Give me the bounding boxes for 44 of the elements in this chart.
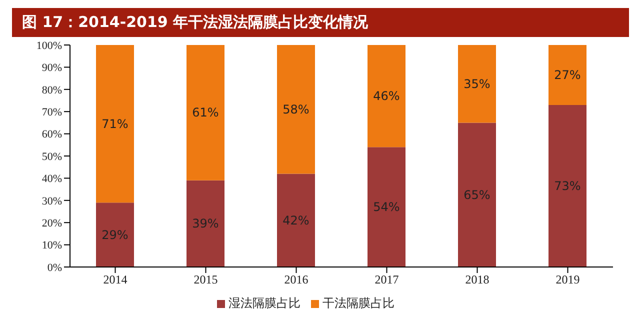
data-label: 65% xyxy=(464,188,490,202)
data-label: 42% xyxy=(282,213,310,228)
bar xyxy=(277,174,315,267)
bar xyxy=(458,45,496,123)
chart-title: 图 17：2014-2019 年干法湿法隔膜占比变化情况 xyxy=(12,8,629,37)
data-label: 73% xyxy=(554,178,581,193)
bar xyxy=(96,202,134,267)
x-tick-label: 2016 xyxy=(284,272,308,287)
data-label: 35% xyxy=(464,76,490,91)
y-tick-label: 40% xyxy=(42,173,62,186)
y-tick-label: 60% xyxy=(42,128,62,141)
bar xyxy=(548,104,586,267)
y-tick-label: 50% xyxy=(42,150,62,163)
bar xyxy=(548,45,586,105)
data-label: 46% xyxy=(373,89,400,104)
data-label: 29% xyxy=(102,228,128,242)
bar xyxy=(277,45,315,174)
bar xyxy=(458,122,496,267)
x-tick-label: 2017 xyxy=(374,272,399,287)
data-label: 61% xyxy=(192,106,219,120)
data-label: 39% xyxy=(192,216,219,231)
y-tick-label: 100% xyxy=(36,40,62,52)
legend-label: 湿法隔膜占比 xyxy=(228,296,300,310)
data-label: 27% xyxy=(554,68,581,82)
bar xyxy=(368,147,406,267)
x-tick-label: 2014 xyxy=(103,272,128,287)
y-tick-label: 90% xyxy=(42,62,62,74)
y-tick-label: 0% xyxy=(47,262,62,274)
y-tick-label: 30% xyxy=(42,195,62,208)
data-label: 54% xyxy=(373,200,400,214)
data-label: 71% xyxy=(102,116,128,131)
bar xyxy=(186,180,224,267)
data-label: 58% xyxy=(282,102,310,116)
bar xyxy=(186,45,224,180)
y-tick-label: 70% xyxy=(42,106,62,119)
bar xyxy=(368,45,406,148)
legend-label: 干法隔膜占比 xyxy=(322,296,394,310)
y-tick-label: 80% xyxy=(42,84,62,96)
y-tick-label: 20% xyxy=(42,218,62,230)
y-tick-label: 10% xyxy=(42,240,62,252)
x-tick-label: 2015 xyxy=(194,272,218,287)
bar xyxy=(96,45,134,203)
x-tick-label: 2018 xyxy=(465,272,490,287)
x-tick-label: 2019 xyxy=(556,272,580,287)
